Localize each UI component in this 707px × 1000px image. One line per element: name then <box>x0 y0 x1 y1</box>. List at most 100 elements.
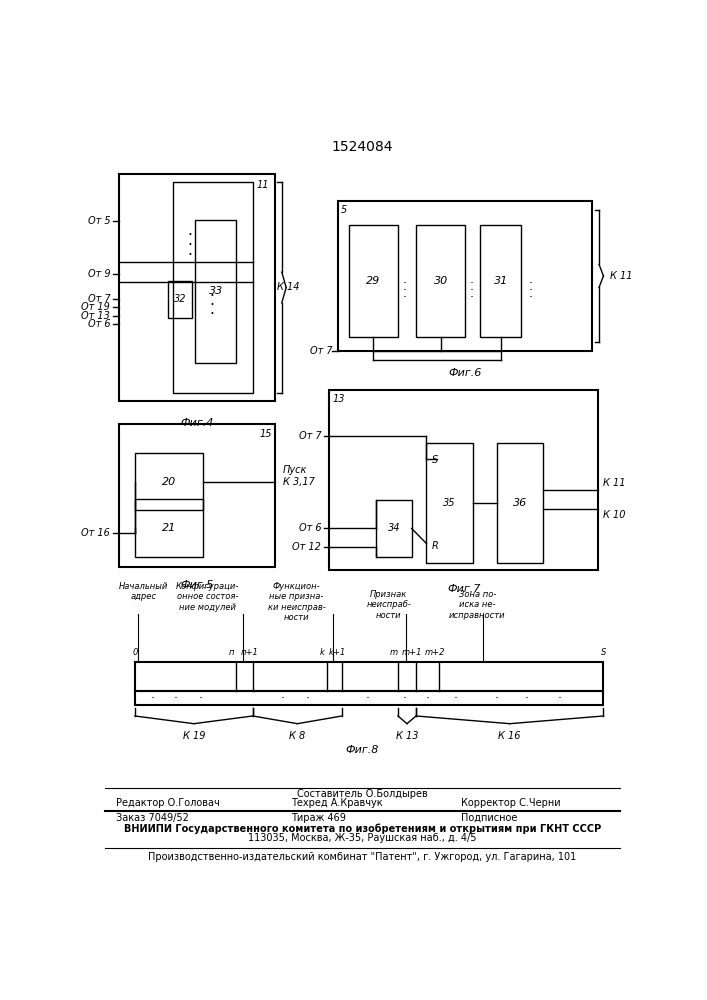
Bar <box>426 443 473 563</box>
Text: К 11: К 11 <box>610 271 633 281</box>
Text: К 16: К 16 <box>498 731 521 741</box>
Bar <box>119 174 274 401</box>
Text: К 8: К 8 <box>289 731 305 741</box>
Text: Фиг.8: Фиг.8 <box>346 745 379 755</box>
Text: ·: · <box>209 307 214 322</box>
Text: К 19: К 19 <box>182 731 205 741</box>
Text: ·: · <box>529 291 533 304</box>
Text: ·: · <box>529 284 533 297</box>
Text: 33: 33 <box>209 286 223 296</box>
Text: ·: · <box>470 291 474 304</box>
Text: 21: 21 <box>162 523 176 533</box>
Text: ·: · <box>470 284 474 297</box>
Text: m+1: m+1 <box>402 648 423 657</box>
Text: 13: 13 <box>333 394 345 404</box>
Text: Фиг.6: Фиг.6 <box>448 368 481 378</box>
Text: Фиг.7: Фиг.7 <box>447 584 480 594</box>
Text: 15: 15 <box>259 429 272 439</box>
Text: Признак
неиспраб-
ности: Признак неиспраб- ности <box>366 590 411 619</box>
Text: 0: 0 <box>132 648 138 657</box>
Text: Конфигураци-
онное состоя-
ние модулей: Конфигураци- онное состоя- ние модулей <box>176 582 240 612</box>
Text: От 16: От 16 <box>81 528 110 538</box>
Text: 34: 34 <box>387 523 400 533</box>
Bar <box>119 424 274 567</box>
Text: S: S <box>601 648 606 657</box>
Text: От 7: От 7 <box>88 294 110 304</box>
Text: К 13: К 13 <box>396 731 419 741</box>
Bar <box>338 201 592 351</box>
Text: 20: 20 <box>162 477 176 487</box>
Text: ·: · <box>558 692 561 705</box>
Bar <box>195 220 236 363</box>
Text: ·: · <box>403 278 407 291</box>
Text: Составитель О.Болдырев: Составитель О.Болдырев <box>297 789 428 799</box>
Text: 30: 30 <box>433 276 448 286</box>
Bar <box>135 662 604 691</box>
Text: Тираж 469: Тираж 469 <box>291 813 346 823</box>
Text: Фиг.4: Фиг.4 <box>180 418 214 428</box>
Text: ·: · <box>209 289 214 304</box>
Text: ·: · <box>199 692 203 705</box>
Text: ВНИИПИ Государственного комитета по изобретениям и открытиям при ГКНТ СССР: ВНИИПИ Государственного комитета по изоб… <box>124 824 601 834</box>
Text: 1524084: 1524084 <box>332 140 393 154</box>
Text: ·: · <box>187 238 192 253</box>
Text: ·: · <box>187 228 192 243</box>
Text: ·: · <box>525 692 529 705</box>
Bar <box>135 453 204 510</box>
Text: 35: 35 <box>443 498 456 508</box>
Text: Зона по-
иска не-
исправности: Зона по- иска не- исправности <box>449 590 506 619</box>
Text: ·: · <box>495 692 498 705</box>
Text: Корректор С.Черни: Корректор С.Черни <box>461 798 561 808</box>
Text: k: k <box>320 648 325 657</box>
Text: К 3,17: К 3,17 <box>283 477 315 487</box>
Text: От 6: От 6 <box>88 319 110 329</box>
Text: От 6: От 6 <box>298 523 321 533</box>
Text: ·: · <box>281 692 285 705</box>
Text: К 14: К 14 <box>277 282 300 292</box>
Text: 32: 32 <box>174 294 187 304</box>
Text: К 11: К 11 <box>604 478 626 488</box>
Text: Техред А.Кравчук: Техред А.Кравчук <box>291 798 382 808</box>
Text: Начальный
адрес: Начальный адрес <box>119 582 168 601</box>
Text: ·: · <box>151 692 155 705</box>
Bar <box>168 281 192 318</box>
Bar <box>135 499 204 557</box>
Text: От 7: От 7 <box>310 346 332 356</box>
Text: Подписное: Подписное <box>461 813 518 823</box>
Text: Функцион-
ные призна-
ки неисправ-
ности: Функцион- ные призна- ки неисправ- ности <box>268 582 325 622</box>
Text: п+1: п+1 <box>240 648 258 657</box>
Text: ·: · <box>305 692 310 705</box>
Text: ·: · <box>529 278 533 291</box>
Bar <box>496 443 543 563</box>
Text: ·: · <box>453 692 457 705</box>
Text: m: m <box>390 648 398 657</box>
Text: 36: 36 <box>513 498 527 508</box>
Text: От 12: От 12 <box>293 542 321 552</box>
Text: m+2: m+2 <box>424 648 445 657</box>
Text: Пуск: Пуск <box>283 465 308 475</box>
Bar <box>376 500 411 557</box>
Bar <box>349 225 398 337</box>
Text: ·: · <box>209 298 214 313</box>
Text: Редактор О.Головач: Редактор О.Головач <box>116 798 219 808</box>
Text: k+1: k+1 <box>329 648 346 657</box>
Text: 31: 31 <box>493 276 508 286</box>
Bar <box>416 225 465 337</box>
Text: ·: · <box>426 692 430 705</box>
Text: ·: · <box>403 291 407 304</box>
Text: От 13: От 13 <box>81 311 110 321</box>
Text: ·: · <box>403 692 407 705</box>
Text: К 10: К 10 <box>604 510 626 520</box>
Text: ·: · <box>366 692 370 705</box>
Text: Заказ 7049/52: Заказ 7049/52 <box>116 813 189 823</box>
Text: От 7: От 7 <box>298 431 321 441</box>
Text: От 19: От 19 <box>81 302 110 312</box>
Text: 11: 11 <box>257 180 269 190</box>
Text: ·: · <box>470 278 474 291</box>
Text: п: п <box>229 648 235 657</box>
Bar <box>173 182 253 393</box>
Text: 113035, Москва, Ж-35, Раушская наб., д. 4/5: 113035, Москва, Ж-35, Раушская наб., д. … <box>248 833 477 843</box>
Text: От 5: От 5 <box>88 216 110 226</box>
Text: ·: · <box>403 284 407 297</box>
Text: Фиг.5: Фиг.5 <box>180 580 214 590</box>
